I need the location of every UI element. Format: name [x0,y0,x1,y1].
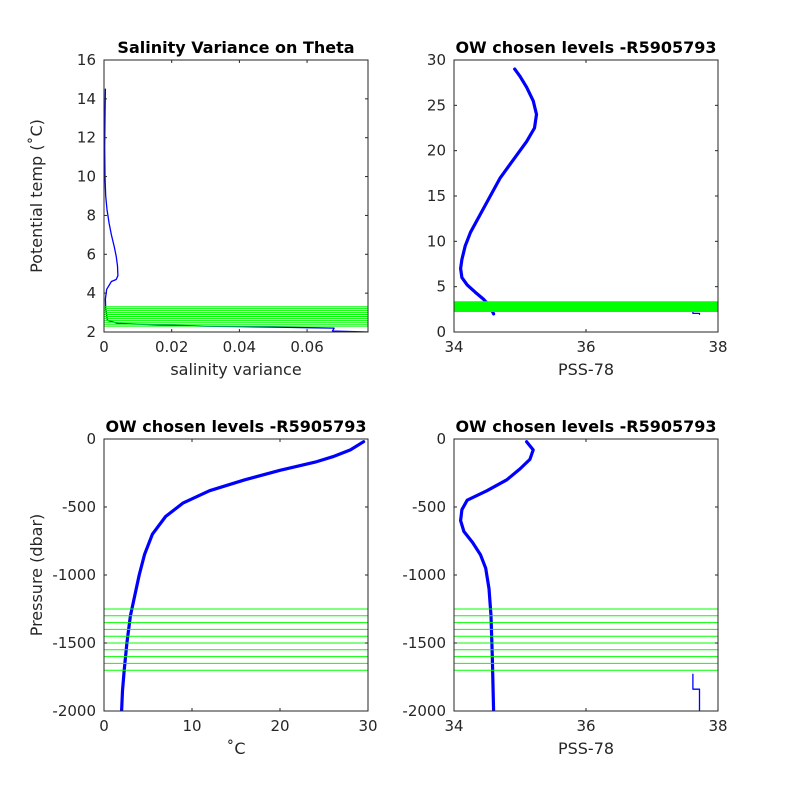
y-tick-label: -1000 [52,566,96,584]
x-tick-label: 0 [99,717,109,735]
y-tick-label: -2000 [402,702,446,720]
y-tick-label: 0 [436,323,446,341]
series-line [692,310,701,315]
x-axis-label: PSS-78 [558,739,614,758]
y-tick-label: 0 [86,430,96,448]
plot-area [454,67,718,316]
x-tick-label: 0.04 [223,338,256,356]
x-tick-label: 30 [358,717,377,735]
plot-area [104,440,368,711]
y-tick-label: -2000 [52,702,96,720]
y-tick-label: 4 [86,284,96,302]
x-axis-label: salinity variance [170,360,301,379]
x-tick-label: 34 [444,338,463,356]
axes-box [103,59,369,333]
panel-title: OW chosen levels -R5905793 [455,417,716,436]
y-tick-label: 0 [436,430,446,448]
y-tick-label: 8 [86,206,96,224]
panel-salinity-variance: Salinity Variance on Theta salinity vari… [27,38,369,379]
y-tick-label: 25 [427,96,446,114]
x-tick-label: 38 [708,338,727,356]
x-tick-label: 36 [576,717,595,735]
x-tick-label: 0.02 [155,338,188,356]
y-tick-label: -1000 [402,566,446,584]
y-tick-label: 16 [77,51,96,69]
y-tick-label: 15 [427,187,446,205]
plot-area [104,88,368,332]
series-line [459,440,535,711]
y-tick-label: 10 [427,232,446,250]
y-axis-label: Pressure (dbar) [27,514,46,637]
y-tick-label: -500 [412,498,446,516]
x-axis-label: PSS-78 [558,360,614,379]
x-tick-label: 36 [576,338,595,356]
y-tick-label: 30 [427,51,446,69]
panel-salinity-pressure: OW chosen levels -R5905793 PSS-78 34 36 38… [402,417,727,758]
y-tick-label: 10 [77,168,96,186]
x-axis-label: ˚C [226,739,245,758]
panel-title: OW chosen levels -R5905793 [105,417,366,436]
series-line [692,673,701,711]
y-tick-label: -500 [62,498,96,516]
y-tick-label: 6 [86,245,96,263]
y-tick-label: -1500 [402,634,446,652]
y-tick-label: -1500 [52,634,96,652]
x-tick-label: 0.06 [290,338,323,356]
y-tick-label: 14 [77,90,96,108]
series-line [104,88,368,332]
panel-title: OW chosen levels -R5905793 [455,38,716,57]
x-tick-label: 0 [99,338,109,356]
panel-salinity-theta: OW chosen levels -R5905793 PSS-78 34 36 38… [427,38,728,379]
x-tick-label: 20 [270,717,289,735]
series-line [459,67,539,316]
plot-area [454,440,718,711]
y-tick-label: 2 [86,323,96,341]
x-tick-label: 34 [444,717,463,735]
y-axis-label: Potential temp (˚C) [27,119,46,273]
x-tick-label: 38 [708,717,727,735]
x-tick-label: 10 [182,717,201,735]
y-tick-label: 12 [77,129,96,147]
panel-title: Salinity Variance on Theta [117,38,354,57]
series-line [119,440,366,711]
y-tick-label: 20 [427,142,446,160]
y-tick-label: 5 [436,278,446,296]
panel-temperature-pressure: OW chosen levels -R5905793 ˚C Pressure (… [27,417,378,758]
